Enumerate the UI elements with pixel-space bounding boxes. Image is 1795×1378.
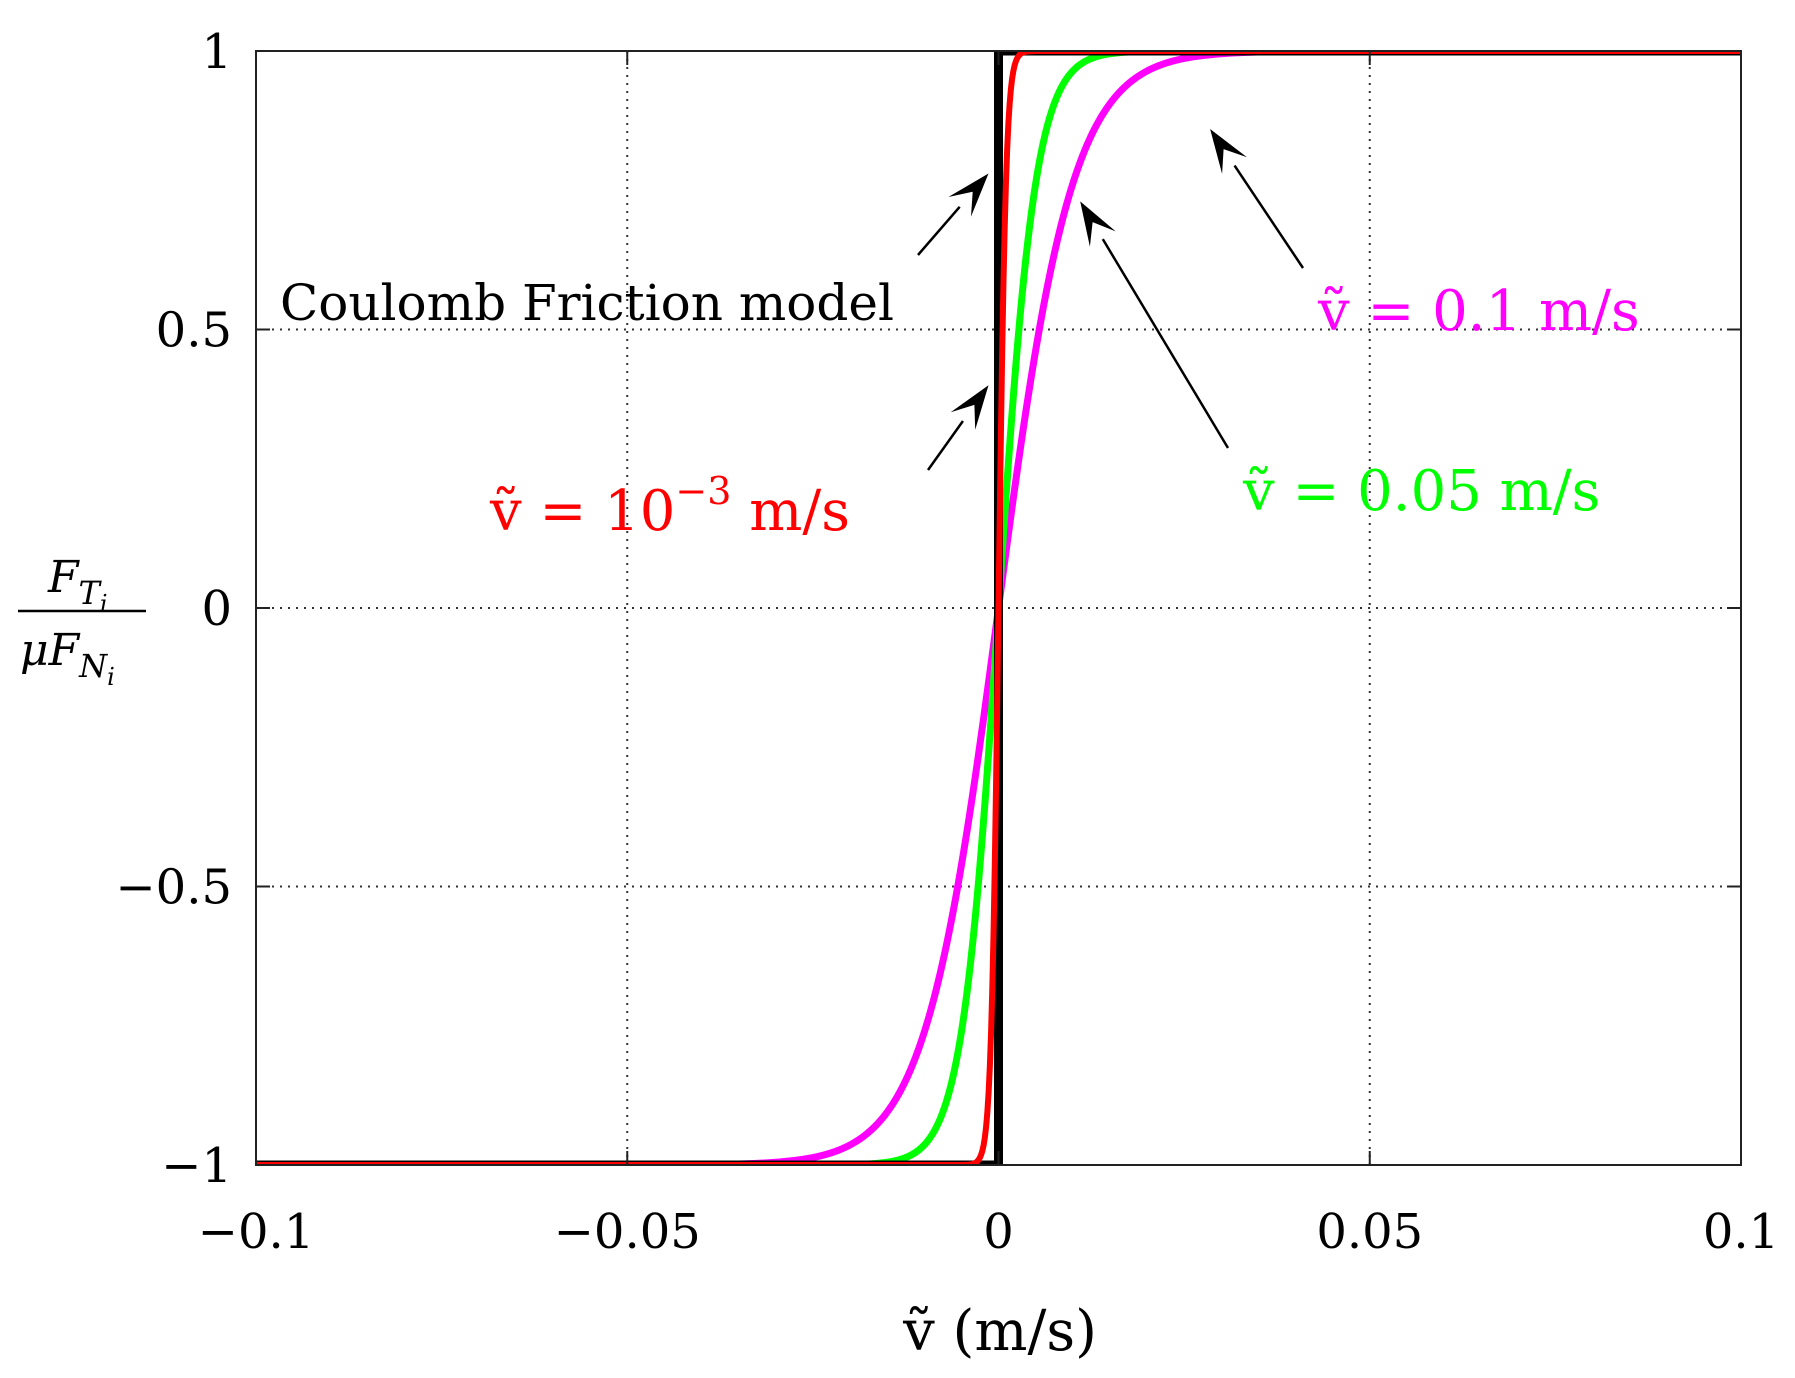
arrow-line-coulomb <box>917 205 961 256</box>
x-tick-label-0: −0.1 <box>198 1204 315 1260</box>
arrow-head-red <box>950 385 989 430</box>
x-axis-label: ṽ (m/s) <box>902 1299 1097 1364</box>
y-tick-label-1: −0.5 <box>115 860 232 916</box>
series-line-1 <box>256 51 1741 1165</box>
arrow-head-green <box>1080 201 1116 247</box>
y-den-muF: μF <box>20 625 81 676</box>
arrow-line-magenta <box>1233 164 1305 269</box>
annotation-green: ṽ = 0.05 m/s <box>1242 459 1600 524</box>
arrow-head-magenta <box>1210 129 1247 174</box>
ticks: −0.1 −0.05 0 0.05 0.1 −1 −0.5 0 0.5 1 <box>115 24 1779 1260</box>
y-tick-label-3: 0.5 <box>156 303 232 359</box>
y-den-subsub: i <box>107 663 115 691</box>
annotation-red-prefix: ṽ = 10 <box>489 479 675 544</box>
x-tick-label-1: −0.05 <box>554 1204 701 1260</box>
y-tick-label-0: −1 <box>161 1138 232 1194</box>
y-num-sub: T <box>79 574 103 612</box>
y-axis-label: FTi μFNi <box>18 552 146 691</box>
x-tick-label-4: 0.1 <box>1703 1204 1779 1260</box>
y-den-sub: N <box>78 647 108 685</box>
y-num-subsub: i <box>100 590 108 618</box>
annotation-red-sup: −3 <box>675 469 731 513</box>
annotation-magenta: ṽ = 0.1 m/s <box>1317 279 1640 344</box>
arrow-line-red <box>926 420 964 471</box>
annotation-arrows <box>917 129 1305 471</box>
y-axis-label-numerator: FTi <box>47 552 108 618</box>
arrow-line-green <box>1101 238 1230 449</box>
y-tick-label-4: 1 <box>201 24 232 80</box>
x-tick-label-3: 0.05 <box>1316 1204 1423 1260</box>
y-num-F: F <box>47 552 80 603</box>
curves <box>256 51 1741 1165</box>
annotation-red: ṽ = 10−3 m/s <box>489 469 850 544</box>
y-tick-label-2: 0 <box>201 581 232 637</box>
x-tick-label-2: 0 <box>983 1204 1014 1260</box>
arrow-head-coulomb <box>948 173 989 217</box>
annotation-coulomb: Coulomb Friction model <box>280 274 894 332</box>
y-axis-label-denominator: μFNi <box>20 625 115 691</box>
annotation-red-suffix: m/s <box>731 479 850 544</box>
